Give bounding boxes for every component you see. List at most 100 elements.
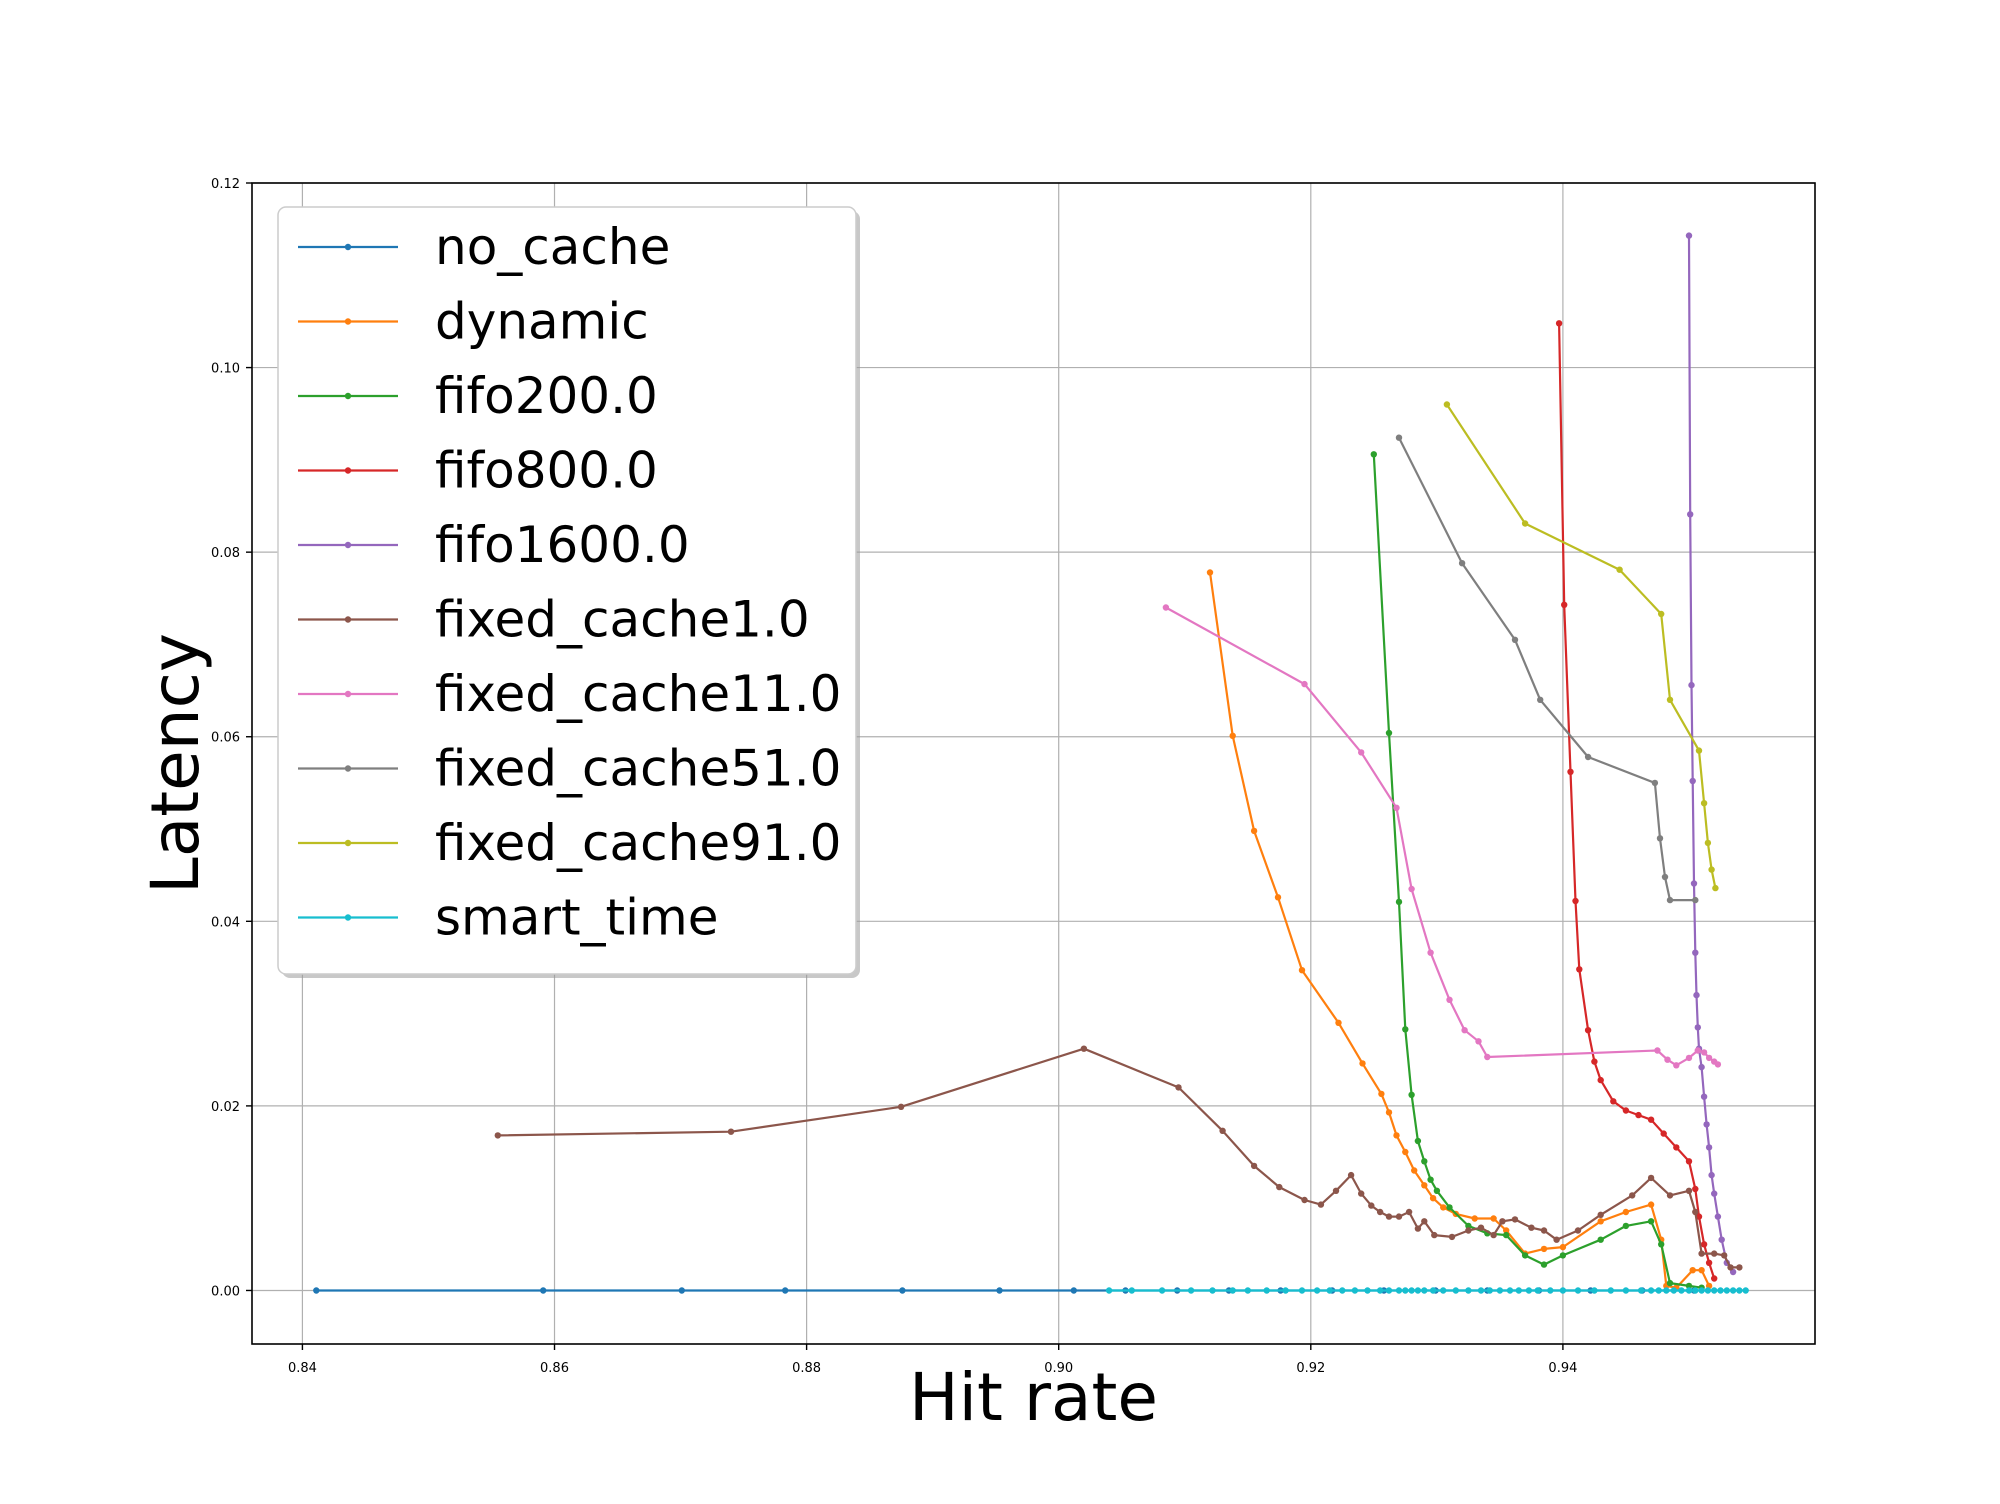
data-point [1162, 604, 1170, 611]
data-point [1622, 1107, 1630, 1114]
data-point [1559, 1287, 1567, 1294]
legend-label: fixed_cache1.0 [435, 591, 810, 649]
data-point [1666, 1192, 1674, 1199]
data-point [1700, 1049, 1708, 1056]
data-point [1711, 1190, 1718, 1197]
y-tick-label: 0.04 [211, 915, 240, 930]
data-point [1347, 1171, 1355, 1179]
data-point [1689, 1267, 1696, 1274]
data-point [1528, 1224, 1535, 1231]
y-tick-label: 0.12 [211, 177, 240, 192]
data-point [1263, 1287, 1270, 1294]
data-point [1158, 1287, 1166, 1294]
data-point [1219, 1127, 1226, 1135]
data-point [1499, 1218, 1506, 1225]
data-point [1555, 320, 1563, 327]
x-tick-label: 0.90 [1044, 1361, 1073, 1376]
data-point [1402, 1287, 1409, 1294]
data-point [1689, 777, 1696, 785]
legend-label: dynamic [435, 293, 649, 351]
data-point [1511, 636, 1519, 643]
data-point [1461, 1027, 1468, 1034]
data-point [1673, 1144, 1680, 1151]
data-point [1414, 1225, 1422, 1232]
legend-item: fixed_cache51.0 [298, 740, 841, 798]
data-point [1647, 1201, 1655, 1208]
data-point [1692, 896, 1699, 904]
data-point [1465, 1287, 1472, 1294]
data-point [1622, 1222, 1630, 1230]
data-point [1395, 1213, 1403, 1220]
data-point [1496, 1287, 1504, 1294]
data-point [1673, 1062, 1680, 1069]
data-point [1705, 1259, 1713, 1267]
data-point [899, 1287, 906, 1294]
data-point [1708, 1171, 1715, 1179]
data-point [1658, 610, 1665, 618]
legend-label: no_cache [435, 218, 670, 276]
data-point [540, 1287, 547, 1294]
data-point [1721, 1252, 1728, 1259]
data-point [1727, 1264, 1734, 1271]
series-fixed_cache91.0 [1443, 401, 1719, 892]
data-point [1313, 1287, 1321, 1294]
data-point [1678, 1287, 1685, 1294]
data-point [1429, 1287, 1437, 1294]
series-fixed_cache11.0 [1162, 604, 1722, 1069]
data-point [1711, 1275, 1718, 1282]
data-point [1525, 1287, 1533, 1294]
data-point [1685, 1187, 1693, 1195]
legend-item: no_cache [298, 218, 670, 276]
data-point [1511, 1216, 1519, 1223]
legend-label: fixed_cache91.0 [435, 814, 841, 872]
plot-frame [251, 182, 1816, 1345]
legend-item: fifo200.0 [298, 367, 658, 425]
data-point [1370, 451, 1378, 458]
data-point [1282, 1287, 1289, 1294]
data-point [1647, 1218, 1655, 1225]
data-point [1729, 1287, 1737, 1294]
data-point [1540, 1245, 1548, 1253]
data-point [1402, 1148, 1409, 1156]
data-point [313, 1287, 320, 1294]
data-point [1656, 835, 1664, 842]
data-point [1655, 1287, 1662, 1294]
data-point [1452, 1287, 1460, 1294]
data-point [1408, 1287, 1415, 1294]
data-point [1700, 800, 1708, 807]
data-point [1128, 1287, 1136, 1294]
legend-marker [344, 616, 352, 623]
data-point [1736, 1264, 1743, 1271]
data-point [1250, 827, 1258, 835]
data-point [1685, 1054, 1693, 1062]
data-point [1661, 873, 1669, 881]
legend-label: fixed_cache11.0 [435, 665, 841, 723]
data-point [1690, 880, 1698, 887]
data-point [1693, 991, 1700, 999]
data-point [1351, 1287, 1359, 1294]
data-point [494, 1132, 501, 1139]
data-point [1393, 1132, 1400, 1139]
data-point [1448, 1233, 1456, 1241]
data-point [1610, 1098, 1617, 1105]
data-point [1698, 1267, 1705, 1274]
data-point [1718, 1236, 1725, 1243]
data-point [1477, 1287, 1485, 1294]
series-fifo200.0 [1370, 451, 1705, 1291]
data-point [1534, 1287, 1541, 1294]
y-tick-label: 0.08 [211, 546, 240, 561]
data-point [1637, 1287, 1645, 1294]
data-point [1364, 1287, 1371, 1294]
data-point [1698, 1250, 1705, 1257]
legend-item: fixed_cache91.0 [298, 814, 841, 872]
legend-marker [344, 467, 352, 474]
data-point [1187, 1287, 1195, 1294]
data-point [1515, 1287, 1523, 1294]
data-point [1688, 681, 1695, 689]
data-point [1486, 1287, 1494, 1294]
data-point [1692, 1287, 1699, 1294]
legend-label: fixed_cache51.0 [435, 740, 841, 798]
data-point [1703, 1121, 1710, 1128]
